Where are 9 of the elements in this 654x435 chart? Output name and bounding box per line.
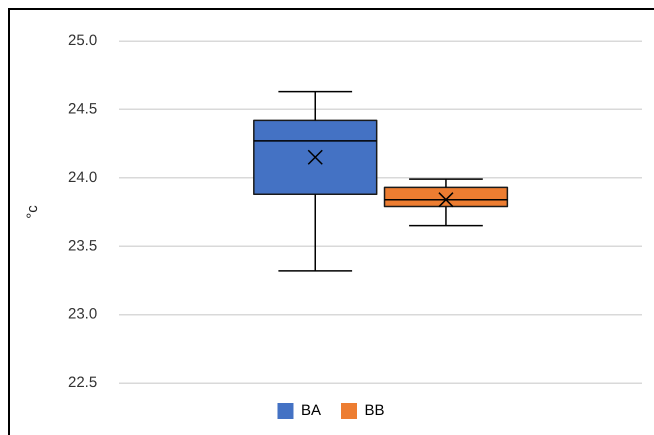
y-tick-label: 23.0 (68, 306, 98, 323)
y-tick-label: 22.5 (68, 374, 98, 392)
y-tick-label: 23.5 (68, 237, 98, 254)
legend-label: BA (300, 402, 322, 420)
y-axis-title: °c (24, 204, 42, 219)
y-tick-label: 25.0 (68, 32, 98, 50)
legend-label: BB (364, 402, 385, 420)
y-tick-label: 24.0 (68, 168, 98, 186)
y-tick-label: 24.5 (68, 100, 98, 118)
